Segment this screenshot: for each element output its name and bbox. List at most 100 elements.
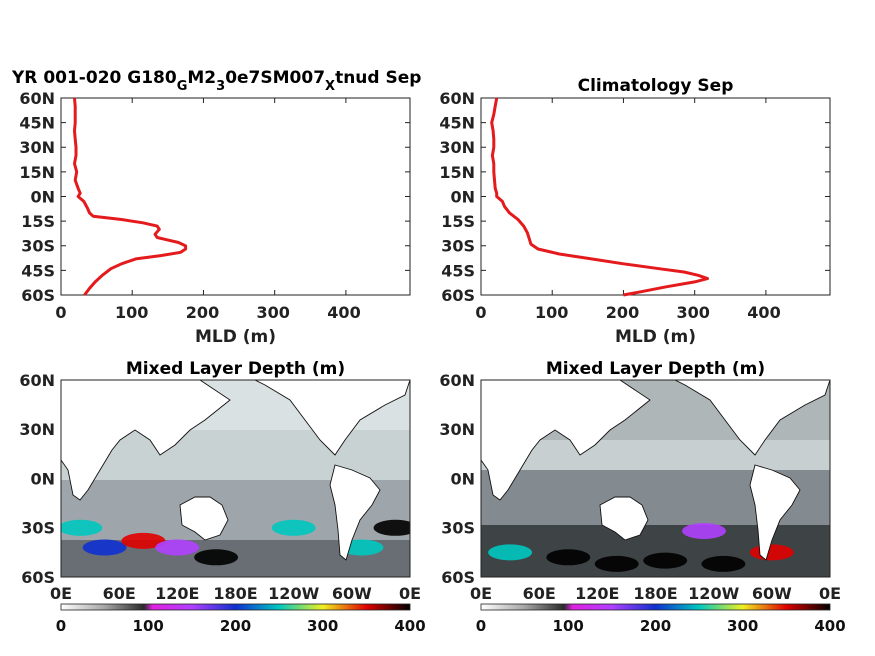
- y-tick-label: 15S: [21, 212, 55, 231]
- x-tick-label: 120W: [268, 584, 319, 603]
- y-tick-label: 30N: [439, 138, 475, 157]
- y-tick-label: 30N: [19, 420, 55, 439]
- series-line: [490, 97, 709, 297]
- mld-feature: [271, 519, 316, 536]
- colorbar-tick-label: 100: [133, 617, 164, 635]
- colorbar-tick-label: 100: [553, 617, 584, 635]
- colorbar-tick-label: 400: [814, 617, 845, 635]
- profile-panel-model: YR 001-020 G180GM230e7SM007Xtnud Sep 0 1…: [11, 68, 421, 347]
- colorbar-tick-label: 0: [56, 617, 66, 635]
- mld-feature: [701, 555, 746, 572]
- x-tick-label: 0E: [399, 584, 421, 603]
- land-americas-north: [254, 380, 410, 456]
- land-south-america: [329, 464, 381, 561]
- x-tick-label: 120E: [575, 584, 619, 603]
- x-tick-label: 60W: [332, 584, 372, 603]
- y-tick-label: 45N: [19, 114, 55, 133]
- land-south-america: [749, 464, 801, 561]
- map-frame: [60, 379, 411, 578]
- mld-feature: [488, 544, 533, 561]
- y-tick-label: 45S: [21, 261, 55, 280]
- y-tick-label: 45N: [439, 114, 475, 133]
- x-tick-label: 200: [186, 303, 219, 322]
- colorbar: [60, 603, 411, 611]
- y-tick-label: 30S: [441, 237, 475, 256]
- x-tick-label: 120E: [155, 584, 199, 603]
- y-tick-label: 30S: [441, 519, 475, 538]
- mld-features: [61, 519, 410, 566]
- land-masses: [481, 380, 830, 561]
- y-tick-label: 0N: [450, 188, 475, 207]
- y-tick-label: 45S: [441, 261, 475, 280]
- y-tick-label: 60N: [19, 371, 55, 390]
- panel-title: Mixed Layer Depth (m): [126, 359, 345, 379]
- mld-feature: [194, 549, 239, 566]
- x-tick-label: 60E: [103, 584, 136, 603]
- y-tick-label: 30N: [19, 138, 55, 157]
- mld-map: [61, 380, 410, 577]
- mld-feature: [82, 539, 127, 556]
- mld-feature: [61, 519, 103, 536]
- x-tick-label: 100: [115, 303, 148, 322]
- mld-map: [481, 380, 830, 577]
- colorbar-tick-label: 200: [220, 617, 251, 635]
- land-africa-eurasia: [481, 380, 651, 501]
- axis-ticks: [60, 97, 410, 296]
- mld-feature: [121, 532, 166, 549]
- mld-feature: [643, 552, 688, 569]
- y-tick-label: 60S: [441, 568, 475, 587]
- x-tick-label: 0E: [50, 584, 72, 603]
- land-australia: [179, 496, 229, 541]
- x-tick-label: 0: [55, 303, 66, 322]
- mld-features: [488, 523, 794, 572]
- x-tick-label: 60W: [752, 584, 792, 603]
- colorbar-tick-label: 0: [476, 617, 486, 635]
- x-tick-label: 180E: [633, 584, 677, 603]
- land-australia: [599, 496, 649, 541]
- colorbar-tick-label: 300: [307, 617, 338, 635]
- x-tick-label: 0E: [470, 584, 492, 603]
- x-tick-label: 100: [535, 303, 568, 322]
- map-panel-model: Mixed Layer Depth (m) 60N 30N 0N 30S 60S…: [19, 359, 425, 635]
- mld-feature: [546, 549, 591, 566]
- axis-ticks: [480, 97, 830, 296]
- x-tick-label: 60E: [523, 584, 556, 603]
- x-tick-label: 180E: [213, 584, 257, 603]
- series-line: [73, 97, 188, 296]
- colorbar-tick-label: 400: [394, 617, 425, 635]
- y-tick-label: 30S: [21, 237, 55, 256]
- x-tick-label: 0: [475, 303, 486, 322]
- x-tick-label: 300: [676, 303, 709, 322]
- y-tick-label: 30S: [21, 519, 55, 538]
- land-africa-eurasia: [61, 380, 231, 501]
- colorbar-tick-label: 300: [727, 617, 758, 635]
- mld-feature: [594, 555, 639, 572]
- y-tick-label: 0N: [30, 188, 55, 207]
- x-tick-label: 400: [747, 303, 780, 322]
- y-tick-label: 60N: [439, 371, 475, 390]
- y-tick-label: 0N: [30, 470, 55, 489]
- x-tick-label: 200: [606, 303, 639, 322]
- x-tick-label: 300: [256, 303, 289, 322]
- mld-feature: [373, 519, 410, 536]
- y-tick-label: 60S: [21, 568, 55, 587]
- panel-title: YR 001-020 G180GM230e7SM007Xtnud Sep: [11, 68, 421, 94]
- x-tick-label: 120W: [688, 584, 739, 603]
- panel-title: Mixed Layer Depth (m): [546, 359, 765, 379]
- y-tick-label: 60S: [21, 286, 55, 305]
- y-tick-label: 60N: [439, 89, 475, 108]
- plot-frame: [480, 97, 831, 296]
- mld-feature: [749, 544, 794, 561]
- x-tick-label: 0E: [819, 584, 841, 603]
- land-americas-north: [674, 380, 830, 456]
- y-tick-label: 60N: [19, 89, 55, 108]
- x-axis-label: MLD (m): [615, 327, 696, 347]
- y-tick-label: 0N: [450, 470, 475, 489]
- plot-frame: [60, 97, 411, 296]
- y-tick-label: 30N: [439, 420, 475, 439]
- y-tick-label: 60S: [441, 286, 475, 305]
- land-masses: [61, 380, 410, 561]
- y-tick-label: 15N: [439, 163, 475, 182]
- y-tick-label: 15N: [19, 163, 55, 182]
